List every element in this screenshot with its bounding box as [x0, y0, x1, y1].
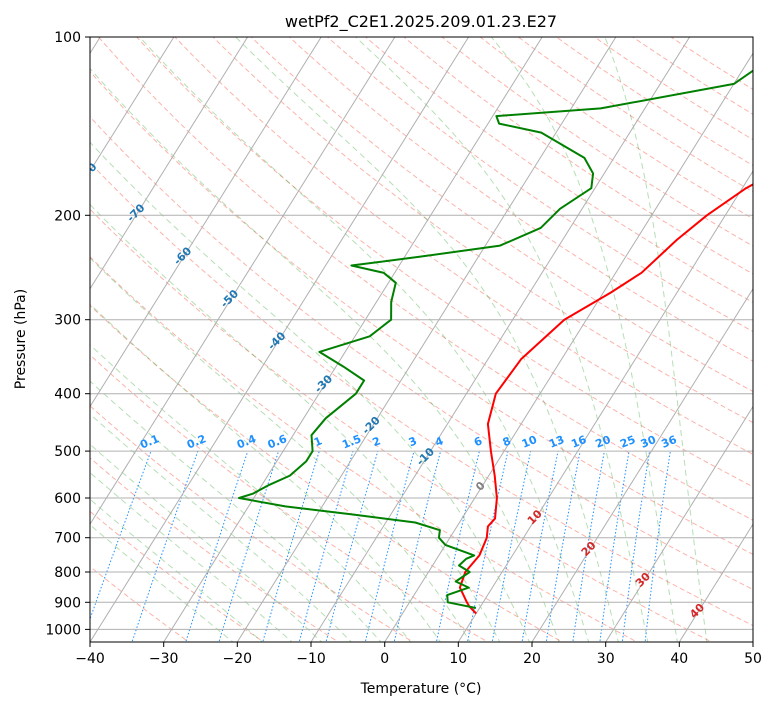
mixing-ratio-label: 2	[371, 434, 383, 449]
dry-adiabat	[288, 37, 753, 362]
mixing-ratio-label: 1	[312, 434, 324, 449]
mixing-ratio-line	[644, 451, 671, 642]
x-tick-label: 10	[449, 651, 467, 667]
isotherm-gridline	[90, 37, 175, 173]
x-tick-label: 30	[597, 651, 615, 667]
mixing-ratio-line	[185, 450, 249, 642]
isotherm-gridline	[90, 37, 396, 526]
x-tick-label: −40	[75, 651, 105, 667]
mixing-ratio-line	[262, 450, 320, 642]
isotherm-gridline	[90, 37, 249, 290]
mixing-ratio-label: 20	[594, 433, 613, 451]
y-tick-label: 700	[54, 531, 81, 547]
x-tick-label: −20	[223, 651, 253, 667]
dewpoint-profile-line	[238, 69, 753, 609]
mixing-ratio-line	[364, 450, 415, 642]
mixing-ratio-label: 13	[547, 433, 566, 451]
dry-adiabat	[90, 70, 753, 555]
chart-title: wetPf2_C2E1.2025.209.01.23.E27	[285, 12, 557, 32]
y-tick-label: 200	[54, 208, 81, 224]
isotherm-gridline	[457, 170, 753, 642]
dry-adiabat	[517, 37, 753, 193]
dry-adiabat	[90, 457, 340, 642]
dry-adiabat	[90, 256, 639, 642]
x-axis: −40 −30 −20 −10 0 10 20 30 40 50	[75, 642, 762, 667]
x-tick-label: 0	[380, 651, 389, 667]
x-axis-label: Temperature (°C)	[360, 681, 482, 697]
plot-area: 0.10.20.40.611.52346810131620253036-100-…	[76, 37, 753, 642]
y-tick-label: 500	[54, 444, 81, 460]
y-tick-label: 400	[54, 387, 81, 403]
dry-adiabat	[90, 304, 564, 642]
dry-adiabat	[212, 37, 753, 424]
x-tick-label: 50	[744, 651, 762, 667]
mixing-ratio-label: 25	[618, 433, 637, 451]
isotherms	[90, 37, 753, 642]
plot-frame	[89, 36, 754, 643]
y-tick-label: 100	[54, 30, 81, 46]
dry-adiabat	[479, 37, 753, 220]
dry-adiabat	[555, 37, 753, 167]
dry-adiabat	[90, 405, 414, 642]
mixing-ratio-line	[325, 450, 379, 642]
x-tick-label: 40	[670, 651, 688, 667]
mixing-ratio-label: 36	[660, 433, 679, 451]
x-tick-label: −10	[296, 651, 326, 667]
y-tick-label: 900	[54, 595, 81, 611]
mixing-ratio-line	[218, 450, 280, 642]
y-axis-label: Pressure (hPa)	[13, 289, 29, 389]
y-tick-label: 1000	[45, 622, 81, 638]
mixing-ratio-label: 8	[501, 434, 513, 449]
isotherm-gridline	[678, 523, 753, 642]
mixing-ratio-label: 10	[520, 433, 539, 451]
mixing-ratio-label: 16	[569, 433, 588, 451]
profiles	[238, 69, 753, 615]
dry-adiabat	[364, 37, 753, 304]
isotherm-gridline	[236, 37, 617, 642]
y-axis: 100 200 300 400 500 600 700 800 900 1000	[45, 30, 90, 638]
mixing-ratio-line	[572, 451, 605, 642]
mixing-ratio-line	[599, 451, 630, 642]
x-tick-label: 20	[523, 651, 541, 667]
isotherm-gridline	[384, 52, 753, 642]
mixing-ratio-line	[521, 451, 559, 642]
temperature-profile-line	[458, 183, 753, 615]
dry-adiabat	[136, 37, 753, 488]
moist-adiabat	[90, 203, 501, 642]
dry-adiabat	[90, 354, 489, 642]
mixing-ratio-line	[621, 451, 651, 642]
mixing-ratio-line	[131, 450, 199, 642]
isotherm-label: -80	[76, 160, 99, 183]
x-tick-label: −30	[149, 651, 179, 667]
mixing-ratio-label: 3	[407, 434, 419, 449]
isotherm-gridline	[310, 37, 691, 642]
dry-adiabat	[250, 37, 753, 393]
isotherm-gridline	[90, 37, 470, 642]
isotherm-gridline	[531, 287, 753, 642]
isotherm-gridline	[163, 37, 543, 642]
y-tick-label: 300	[54, 313, 81, 329]
mixing-ratio-label: 30	[639, 433, 658, 451]
dry-adiabat	[90, 208, 713, 642]
y-tick-label: 600	[54, 491, 81, 507]
isotherm-gridline	[90, 37, 322, 408]
moist-adiabat	[90, 141, 530, 642]
y-tick-label: 800	[54, 565, 81, 581]
isotherm-gridline	[605, 405, 753, 642]
mixing-ratio-line	[298, 450, 354, 642]
grid	[90, 37, 753, 630]
